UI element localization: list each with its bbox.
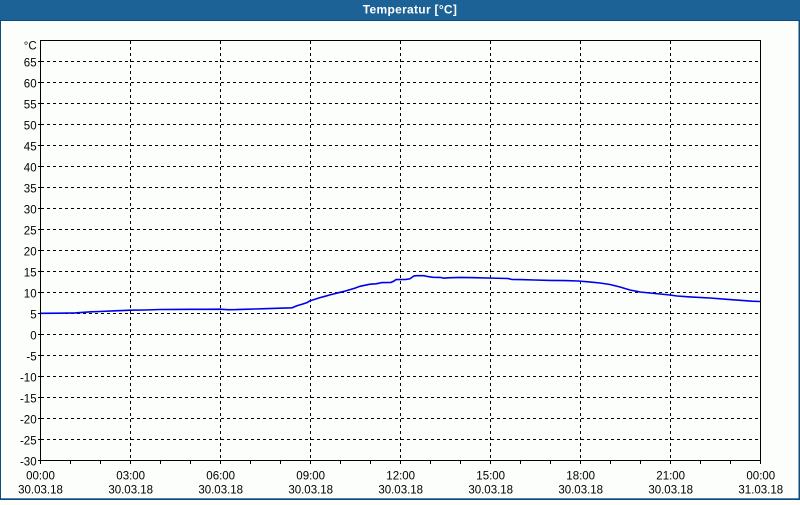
svg-text:03:00: 03:00 (116, 470, 145, 482)
svg-text:50: 50 (24, 121, 37, 133)
svg-text:18:00: 18:00 (566, 470, 595, 482)
svg-text:09:00: 09:00 (296, 470, 325, 482)
svg-text:00:00: 00:00 (26, 470, 55, 482)
svg-text:12:00: 12:00 (386, 470, 415, 482)
svg-text:00:00: 00:00 (746, 470, 775, 482)
svg-text:°C: °C (24, 40, 37, 52)
svg-text:20: 20 (24, 247, 37, 259)
svg-text:15: 15 (24, 268, 37, 280)
svg-text:Temperatur [°C]: Temperatur [°C] (363, 2, 457, 16)
svg-text:30.03.18: 30.03.18 (558, 485, 603, 497)
svg-text:30.03.18: 30.03.18 (108, 485, 153, 497)
svg-text:30.03.18: 30.03.18 (288, 485, 333, 497)
svg-text:-25: -25 (20, 436, 37, 448)
svg-text:40: 40 (24, 163, 37, 175)
svg-text:-15: -15 (20, 394, 37, 406)
svg-text:-30: -30 (20, 457, 37, 469)
svg-text:30.03.18: 30.03.18 (18, 485, 63, 497)
svg-text:06:00: 06:00 (206, 470, 235, 482)
svg-text:30.03.18: 30.03.18 (468, 485, 513, 497)
svg-text:10: 10 (24, 289, 37, 301)
svg-text:15:00: 15:00 (476, 470, 505, 482)
svg-text:35: 35 (24, 184, 37, 196)
svg-text:0: 0 (30, 331, 36, 343)
svg-text:30.03.18: 30.03.18 (198, 485, 243, 497)
svg-text:31.03.18: 31.03.18 (738, 485, 783, 497)
svg-text:30.03.18: 30.03.18 (378, 485, 423, 497)
svg-text:45: 45 (24, 142, 37, 154)
svg-text:25: 25 (24, 226, 37, 238)
svg-text:30.03.18: 30.03.18 (648, 485, 693, 497)
svg-text:30: 30 (24, 205, 37, 217)
svg-text:60: 60 (24, 79, 37, 91)
svg-text:21:00: 21:00 (656, 470, 685, 482)
svg-text:-5: -5 (26, 352, 36, 364)
svg-text:-20: -20 (20, 415, 37, 427)
svg-text:-10: -10 (20, 373, 37, 385)
svg-text:55: 55 (24, 100, 37, 112)
svg-text:65: 65 (24, 58, 37, 70)
svg-text:5: 5 (30, 310, 36, 322)
